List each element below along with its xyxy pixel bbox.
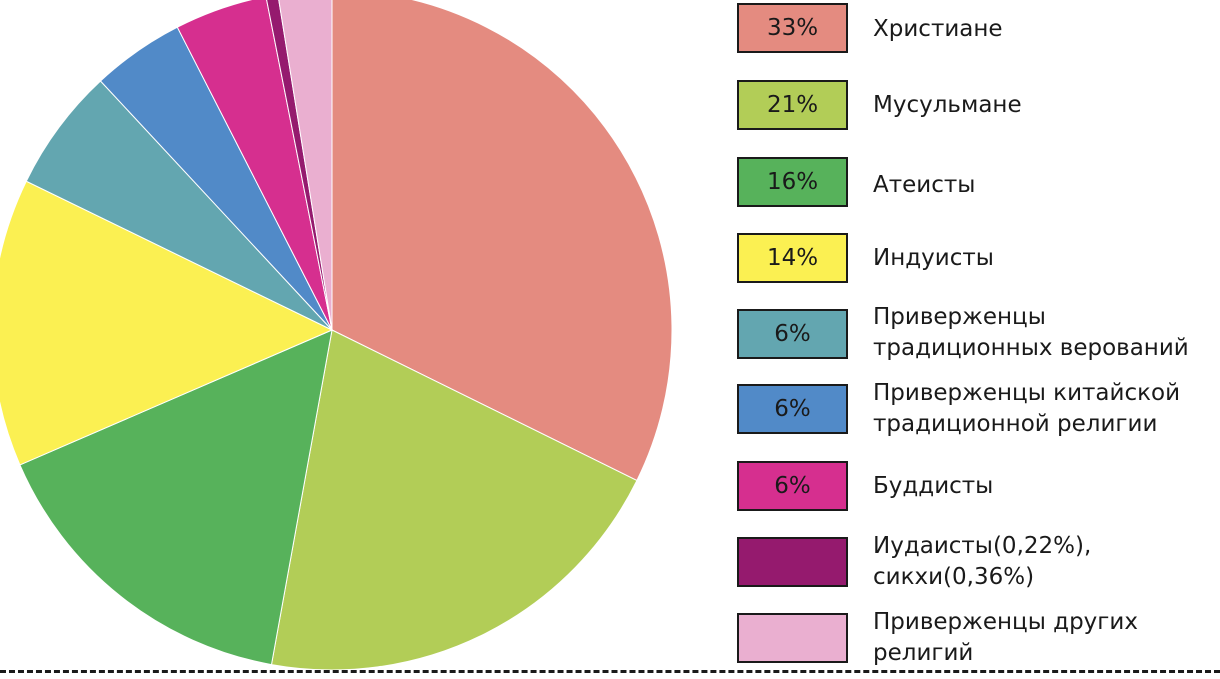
legend-label: Буддисты bbox=[873, 473, 994, 499]
legend-swatch: 33% bbox=[737, 3, 848, 53]
legend-swatch bbox=[737, 537, 848, 587]
pie-slice-2 bbox=[19, 329, 333, 666]
legend-label: Приверженцы китайской традиционной религ… bbox=[873, 380, 1181, 437]
legend-label: Христиане bbox=[873, 16, 1003, 42]
legend-label: Приверженцы других религий bbox=[873, 609, 1138, 666]
pie-chart bbox=[0, 0, 673, 671]
legend-label: Индуисты bbox=[873, 245, 994, 271]
pie-slice-0 bbox=[331, 0, 673, 482]
pie-slice-7 bbox=[266, 0, 333, 331]
pie-slice-3 bbox=[0, 180, 334, 466]
legend-swatch bbox=[737, 613, 848, 663]
legend-swatch: 16% bbox=[737, 157, 848, 207]
pie-slice-6 bbox=[176, 0, 333, 331]
legend-swatch: 14% bbox=[737, 233, 848, 283]
pie-slice-8 bbox=[278, 0, 333, 331]
legend-label: Атеисты bbox=[873, 172, 976, 198]
legend-label: Приверженцы традиционных верований bbox=[873, 304, 1189, 361]
legend-swatch: 6% bbox=[737, 309, 848, 359]
legend-swatch: 6% bbox=[737, 384, 848, 434]
legend-label: Мусульмане bbox=[873, 92, 1022, 118]
legend: 33% Христиане 21% Мусульмане 16% Атеисты… bbox=[737, 0, 1220, 679]
pie-slice-4 bbox=[25, 80, 333, 331]
legend-swatch: 6% bbox=[737, 461, 848, 511]
dashed-separator bbox=[0, 670, 1220, 673]
legend-label: Иудаисты(0,22%), сикхи(0,36%) bbox=[873, 533, 1092, 590]
pie-slice-1 bbox=[270, 329, 638, 671]
legend-swatch: 21% bbox=[737, 80, 848, 130]
